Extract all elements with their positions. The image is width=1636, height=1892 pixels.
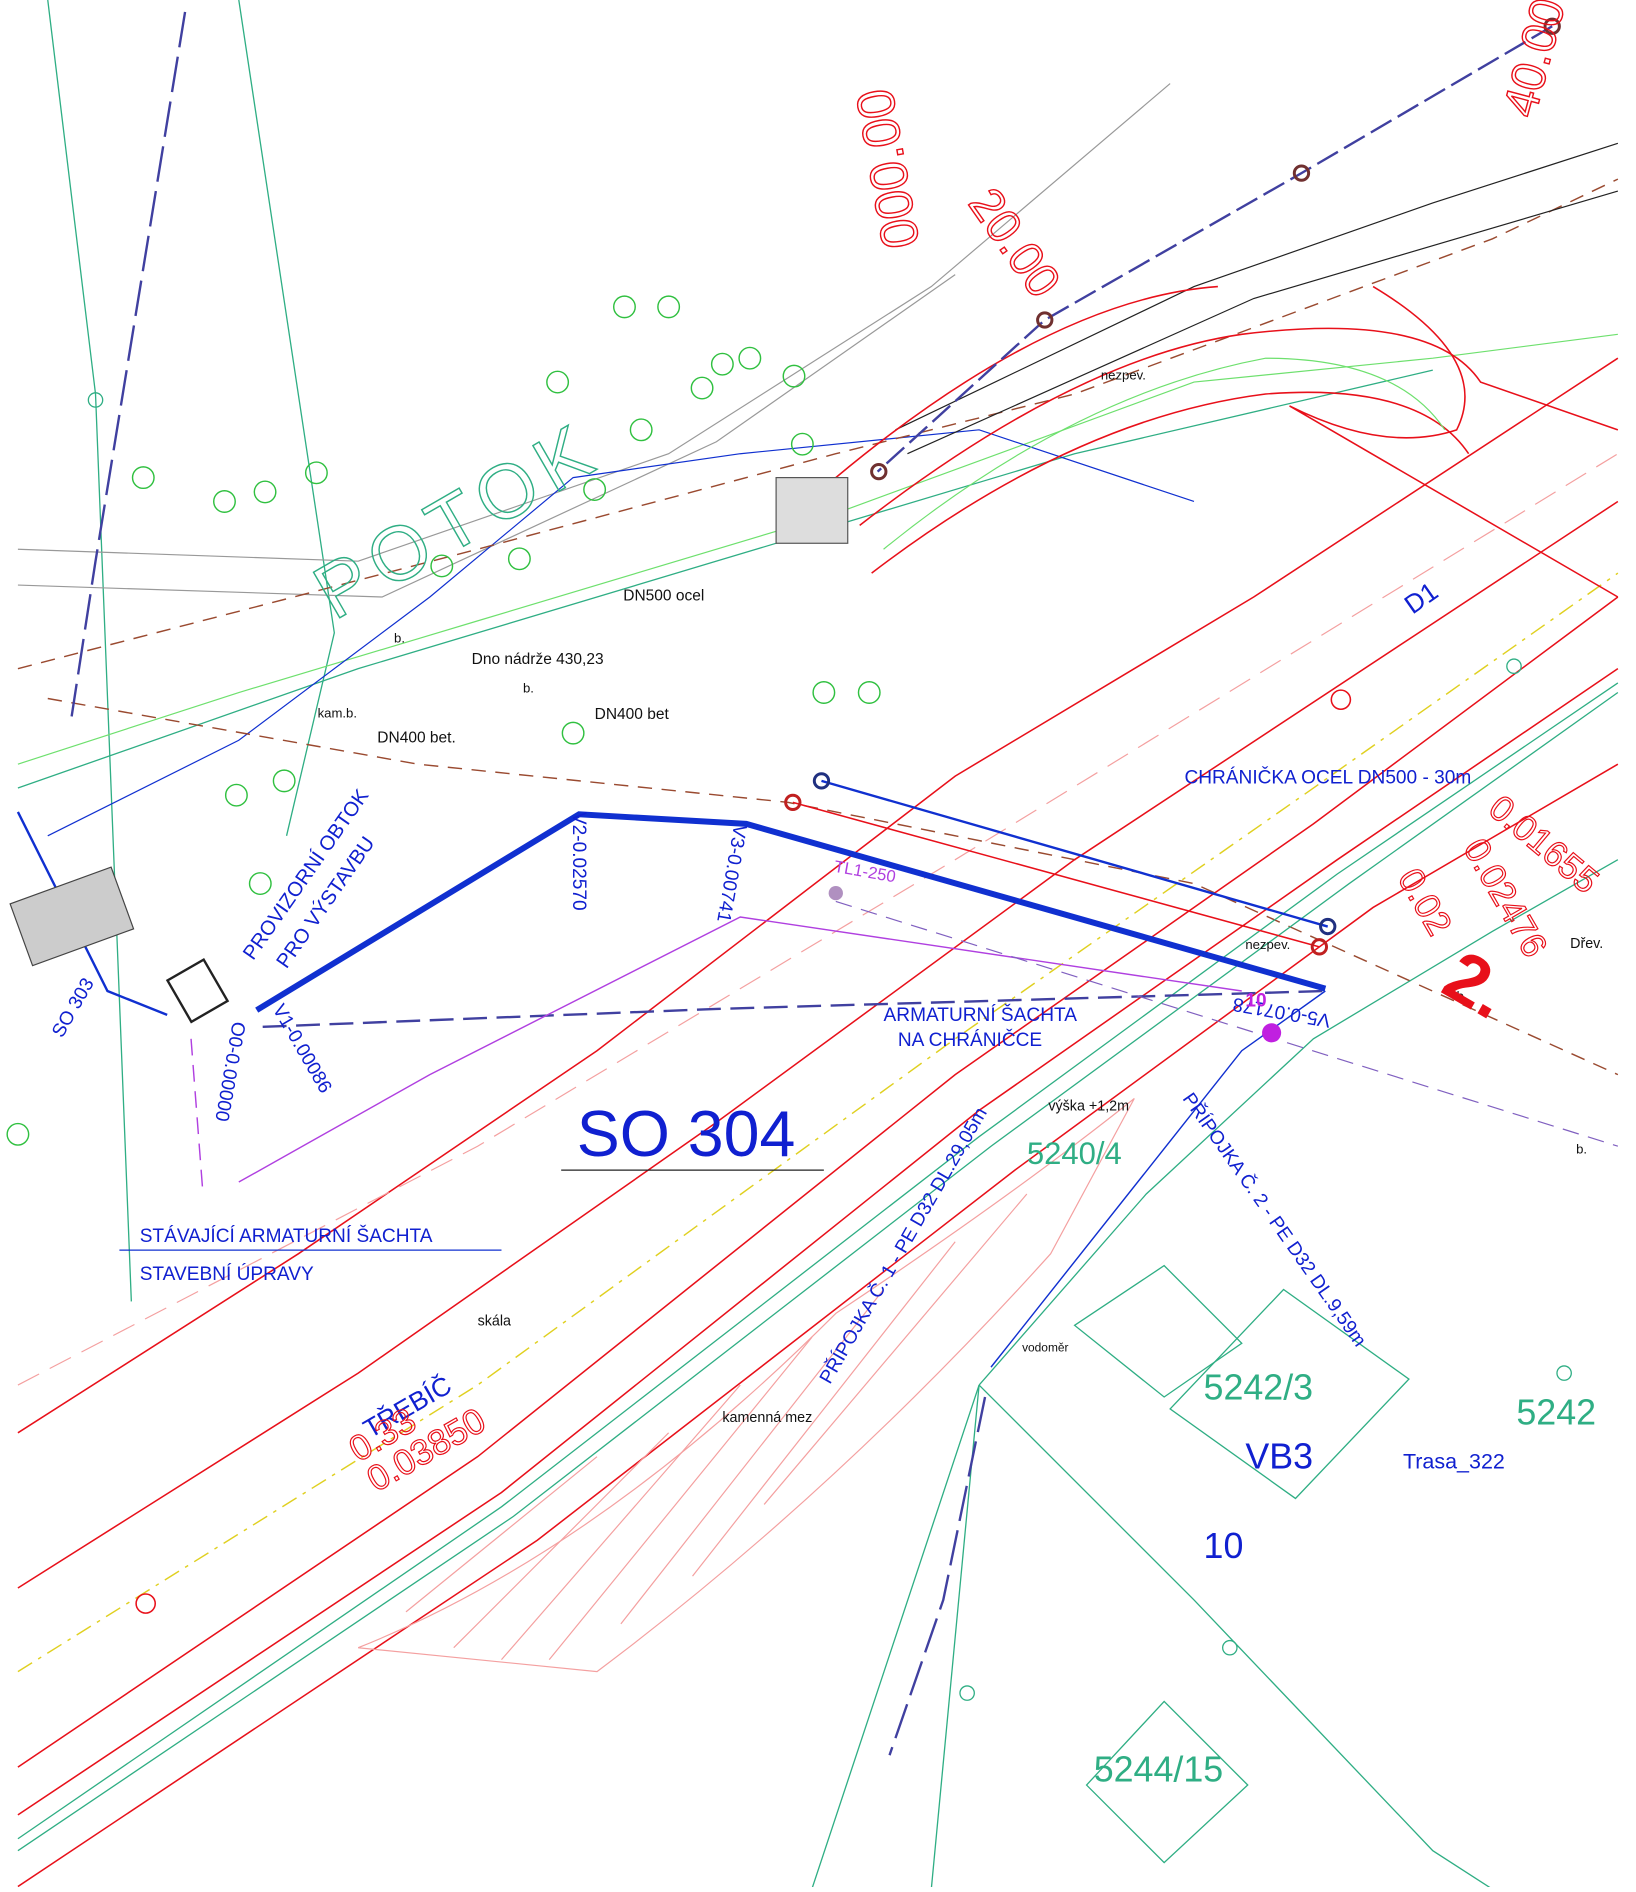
pipe-label: DN500 ocel <box>623 588 704 605</box>
tank-label: Dno nádrže 430,23 <box>472 651 604 668</box>
note: Dřev. <box>1570 936 1603 952</box>
note: b. <box>394 630 405 645</box>
note: vodoměr <box>1022 1341 1068 1355</box>
section-label: V2-0.02570 <box>568 812 589 911</box>
labels: 000.00 20.00 40.00 POTOK DN500 ocel Dno … <box>48 0 1606 1789</box>
connection-label: PŘÍPOJKA Č. 2 - PE D32 DL.9,59m <box>1178 1089 1371 1351</box>
map: 000.00 20.00 40.00 POTOK DN500 ocel Dno … <box>0 0 1636 1887</box>
note: b. <box>1576 1141 1587 1156</box>
note: výška +1,2m <box>1048 1098 1129 1114</box>
pipe-label: DN400 bet <box>595 706 670 723</box>
pipe-label: DN400 bet. <box>377 730 456 747</box>
slope-label: 0.02 <box>1390 862 1459 942</box>
road-label: D1 <box>1399 576 1444 620</box>
chamber-label: NA CHRÁNIČCE <box>898 1029 1042 1051</box>
parcel-label: 10 <box>1204 1526 1244 1566</box>
parcel-label: VB3 <box>1245 1437 1313 1477</box>
station-label: 000.00 <box>845 85 931 253</box>
slope-label: 2. <box>1431 936 1523 1035</box>
node-label: 10 <box>1245 991 1266 1012</box>
casing-label: CHRÁNIČKA OCEL DN500 - 30m <box>1184 766 1471 788</box>
chamber-label: STÁVAJÍCÍ ARMATURNÍ ŠACHTA <box>140 1225 433 1247</box>
note: b. <box>523 681 534 696</box>
parcel-label: 5240/4 <box>1027 1136 1122 1171</box>
section-title: SO 304 <box>577 1098 796 1170</box>
drawing: 000.00 20.00 40.00 POTOK DN500 ocel Dno … <box>7 0 1618 1887</box>
note: kam.b. <box>318 706 357 721</box>
parcel-label: 5244/15 <box>1094 1749 1223 1789</box>
note: kamenná mez <box>722 1410 812 1426</box>
station-label: 40.00 <box>1494 0 1576 122</box>
note: skála <box>478 1313 511 1329</box>
section-label: V3-0.00741 <box>712 823 750 924</box>
note: nezpev. <box>1245 937 1290 952</box>
parcel-label: 5242 <box>1516 1392 1596 1432</box>
chamber-label: ARMATURNÍ ŠACHTA <box>884 1004 1078 1026</box>
note: nezpev. <box>1101 368 1146 383</box>
page: 000.00 20.00 40.00 POTOK DN500 ocel Dno … <box>0 0 1636 1887</box>
stream-label: POTOK <box>300 405 614 636</box>
station-label: 20.00 <box>958 179 1070 307</box>
parcel-label: 5242/3 <box>1204 1367 1314 1407</box>
chamber-label: STAVEBNÍ ÚPRAVY <box>140 1263 314 1285</box>
section-label: O0-0.00000 <box>210 1020 248 1123</box>
route-label: Trasa_322 <box>1403 1450 1505 1474</box>
section-label: V1-0.00086 <box>268 1001 336 1097</box>
section-label: SO 303 <box>48 975 99 1042</box>
